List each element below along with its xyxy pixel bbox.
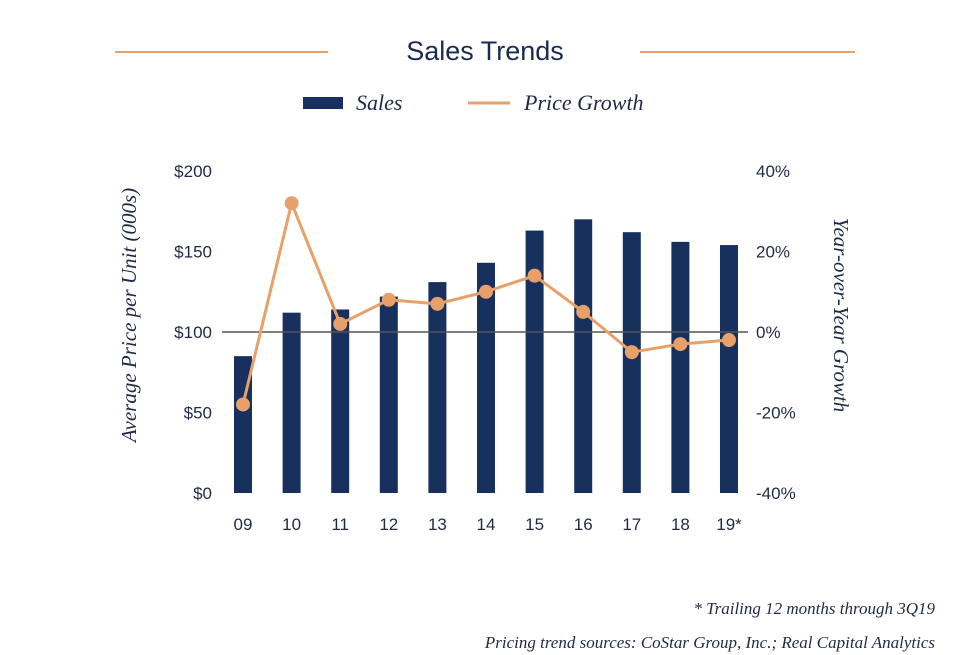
- left-tick-label: $100: [174, 323, 212, 342]
- bar-sales-15: [525, 230, 544, 493]
- point-price-growth-13: [430, 296, 445, 311]
- legend: Sales Price Growth: [303, 90, 644, 115]
- bar-sales-18: [671, 241, 690, 493]
- legend-label-price-growth: Price Growth: [523, 90, 644, 115]
- point-price-growth-12: [381, 292, 396, 307]
- left-tick-label: $200: [174, 162, 212, 181]
- left-tick-label: $150: [174, 243, 212, 262]
- bar-sales-10: [282, 312, 301, 493]
- chart-title: Sales Trends: [406, 36, 564, 66]
- right-tick-label: 0%: [756, 323, 781, 342]
- right-tick-label: 40%: [756, 162, 790, 181]
- right-tick-label: -40%: [756, 484, 796, 503]
- point-price-growth-14: [479, 284, 493, 299]
- bar-sales-11: [331, 309, 350, 493]
- legend-swatch-sales: [303, 97, 343, 109]
- right-axis-title: Year-over-Year Growth: [829, 218, 853, 413]
- point-price-growth-18: [673, 337, 688, 352]
- bar-sales-13: [428, 282, 447, 493]
- x-tick-label: 11: [331, 515, 349, 534]
- x-tick-label: 09: [234, 515, 253, 534]
- left-tick-label: $50: [184, 404, 212, 423]
- left-axis-title: Average Price per Unit (000s): [117, 188, 141, 444]
- point-price-growth-15: [527, 268, 542, 283]
- x-tick-label: 13: [428, 515, 447, 534]
- point-price-growth-10: [284, 196, 299, 211]
- line-series-price-growth: [236, 196, 736, 412]
- left-tick-label: $0: [193, 484, 212, 503]
- x-tick-label: 14: [477, 515, 496, 534]
- bar-sales-17: [622, 232, 641, 493]
- right-axis-ticks: -40% -20% 0% 20% 40%: [756, 162, 796, 503]
- x-tick-label: 16: [574, 515, 593, 534]
- x-tick-label: 10: [282, 515, 301, 534]
- footnote-trailing: * Trailing 12 months through 3Q19: [693, 599, 935, 618]
- legend-label-sales: Sales: [356, 90, 402, 115]
- point-price-growth-09: [236, 397, 250, 412]
- bar-sales-12: [379, 296, 398, 493]
- right-tick-label: 20%: [756, 243, 790, 262]
- point-price-growth-19*: [722, 333, 736, 348]
- right-tick-label: -20%: [756, 404, 796, 423]
- x-tick-label: 17: [622, 515, 641, 534]
- bar-sales-16: [574, 219, 593, 494]
- bar-sales-14: [477, 262, 495, 493]
- x-tick-label: 18: [671, 515, 690, 534]
- footnote-sources: Pricing trend sources: CoStar Group, Inc…: [484, 633, 936, 652]
- x-axis-ticks: 09 10 11 12 13 14 15 16 17 18 19*: [234, 515, 743, 534]
- left-axis-ticks: $0 $50 $100 $150 $200: [174, 162, 212, 503]
- point-price-growth-11: [333, 316, 348, 331]
- x-tick-label: 12: [379, 515, 398, 534]
- point-price-growth-17: [624, 345, 639, 360]
- x-tick-label: 15: [525, 515, 544, 534]
- bar-sales-19*: [720, 245, 738, 493]
- point-price-growth-16: [576, 304, 591, 319]
- x-tick-label: 19*: [716, 515, 742, 534]
- bar-series-sales: [234, 219, 738, 494]
